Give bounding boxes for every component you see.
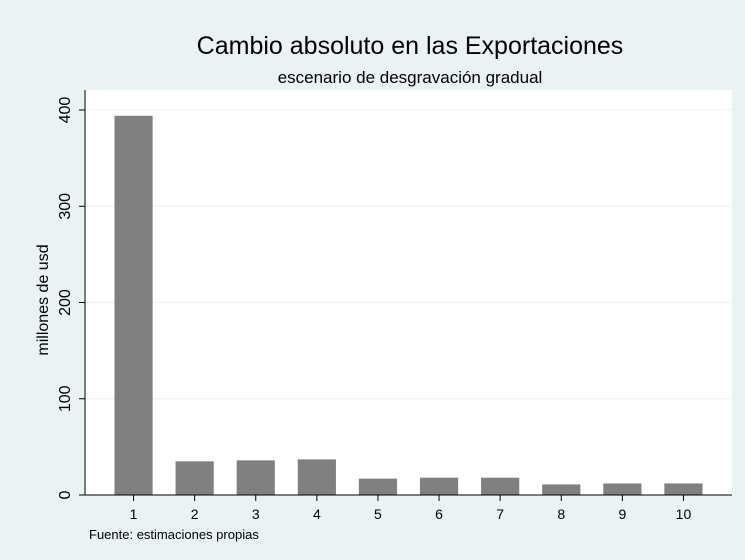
x-tick-label: 8: [557, 506, 565, 522]
bars: [114, 115, 703, 496]
plot-area: [85, 90, 732, 495]
y-tick-label: 100: [57, 385, 74, 412]
bar-2: [175, 461, 214, 495]
bar-8: [542, 484, 581, 495]
bar-1: [114, 115, 153, 496]
source-note: Fuente: estimaciones propias: [89, 527, 259, 542]
x-tick-label: 4: [313, 506, 321, 522]
y-tick-label: 300: [57, 193, 74, 220]
x-tick-label: 1: [130, 506, 138, 522]
chart-title: Cambio absoluto en las Exportaciones: [197, 32, 624, 60]
x-tick-label: 2: [191, 506, 199, 522]
y-tick-label: 200: [57, 289, 74, 316]
bar-5: [358, 478, 398, 495]
y-tick-label: 0: [57, 490, 74, 499]
bar-4: [297, 459, 336, 495]
x-tick-label: 9: [618, 506, 626, 522]
chart-subtitle: escenario de desgravación gradual: [278, 68, 543, 87]
y-axis-label: millones de usd: [35, 244, 52, 355]
x-tick-label: 7: [496, 506, 504, 522]
x-tick-label: 3: [252, 506, 260, 522]
bar-3: [236, 460, 275, 495]
bar-9: [603, 483, 642, 495]
x-tick-label: 6: [435, 506, 443, 522]
y-axis-ticks: 0 100 200 300 400: [57, 97, 85, 499]
x-tick-label: 5: [374, 506, 382, 522]
bar-7: [481, 477, 520, 495]
bar-6: [419, 477, 459, 495]
x-tick-label: 10: [676, 506, 692, 522]
grid-lines: [85, 109, 732, 400]
x-axis-ticks: 1 2 3 4 5 6 7 8 9 10: [130, 495, 692, 522]
y-tick-label: 400: [57, 97, 74, 124]
bar-10: [664, 483, 703, 495]
